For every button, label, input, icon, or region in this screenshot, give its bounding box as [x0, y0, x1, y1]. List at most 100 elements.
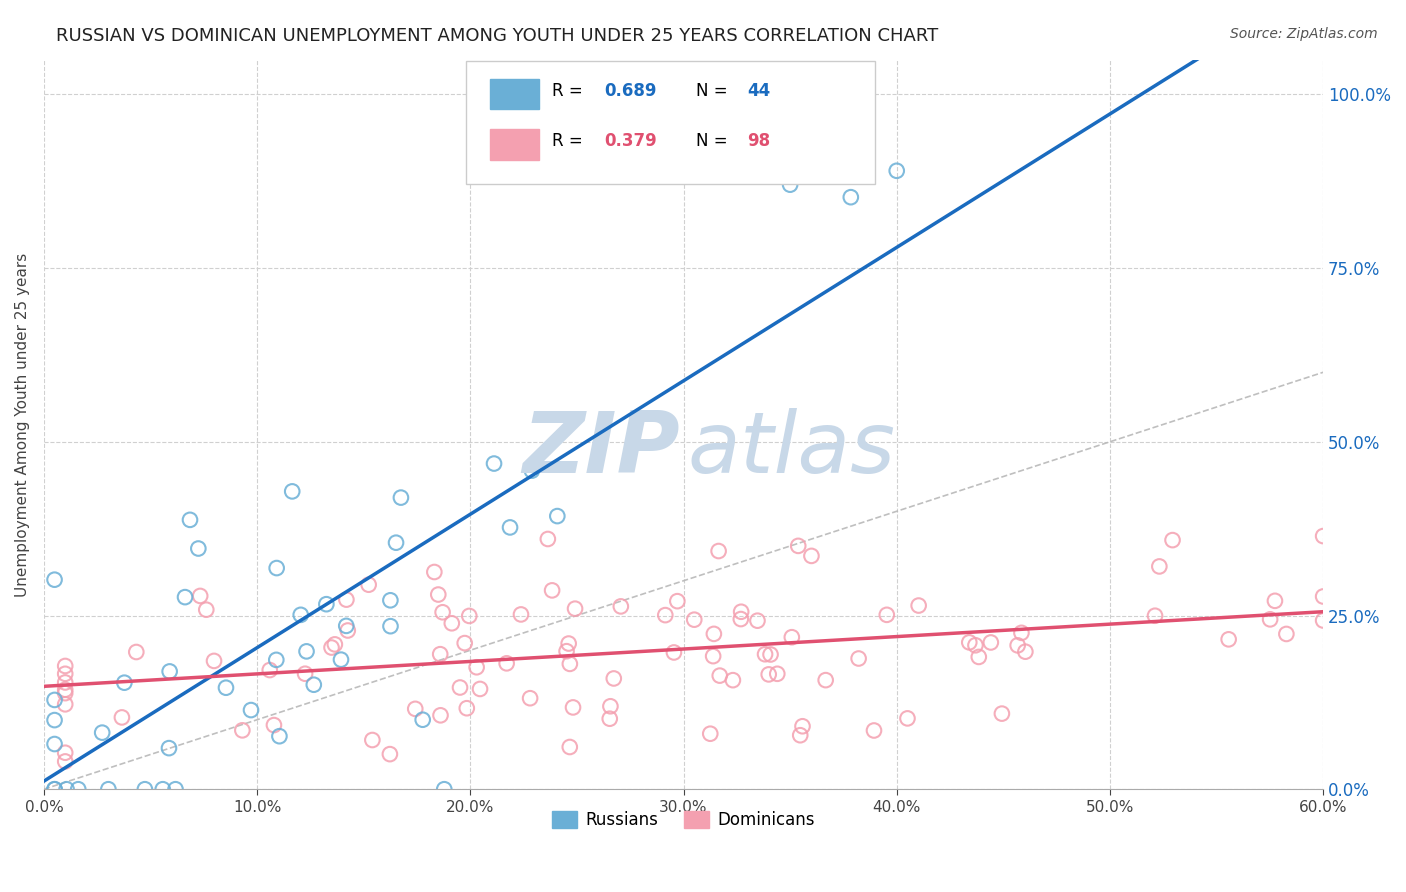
Point [519, 691, 541, 706]
Point [429, 647, 451, 661]
Point [780, 630, 803, 644]
Point [848, 651, 870, 665]
Point [188, 589, 211, 603]
Point [603, 672, 626, 686]
Point [546, 509, 568, 524]
Point [555, 644, 578, 658]
Point [747, 614, 769, 628]
Point [357, 578, 380, 592]
Point [683, 613, 706, 627]
Text: 44: 44 [748, 82, 770, 100]
Point [610, 599, 633, 614]
Point [1007, 639, 1029, 653]
Point [179, 513, 201, 527]
Point [385, 535, 408, 549]
Point [1218, 632, 1240, 647]
Point [53, 659, 76, 673]
Text: Source: ZipAtlas.com: Source: ZipAtlas.com [1230, 27, 1378, 41]
Point [789, 728, 811, 742]
Point [174, 590, 197, 604]
Point [266, 561, 288, 575]
Point [91, 725, 114, 739]
Text: R =: R = [551, 82, 588, 100]
Point [404, 702, 426, 716]
FancyBboxPatch shape [465, 61, 876, 184]
Point [321, 640, 343, 655]
Point [44, 782, 66, 797]
Point [53, 666, 76, 681]
Point [53, 698, 76, 712]
Point [53, 755, 76, 769]
Point [730, 612, 752, 626]
Point [432, 605, 454, 619]
Point [965, 638, 987, 652]
Point [423, 565, 446, 579]
Point [429, 708, 451, 723]
Text: RUSSIAN VS DOMINICAN UNEMPLOYMENT AMONG YOUTH UNDER 25 YEARS CORRELATION CHART: RUSSIAN VS DOMINICAN UNEMPLOYMENT AMONG … [56, 27, 938, 45]
Point [814, 673, 837, 687]
Point [1275, 627, 1298, 641]
Point [295, 644, 318, 658]
Point [967, 649, 990, 664]
Point [707, 544, 730, 558]
Point [97, 782, 120, 797]
Text: 98: 98 [748, 132, 770, 151]
Y-axis label: Unemployment Among Youth under 25 years: Unemployment Among Youth under 25 years [15, 252, 30, 597]
Point [361, 733, 384, 747]
Point [290, 607, 312, 622]
Point [195, 603, 218, 617]
Point [380, 593, 402, 607]
Point [766, 666, 789, 681]
Point [758, 667, 780, 681]
Point [721, 673, 744, 688]
Point [876, 607, 898, 622]
Point [187, 541, 209, 556]
Point [759, 648, 782, 662]
Point [112, 675, 135, 690]
Point [702, 649, 724, 664]
Point [389, 491, 412, 505]
Point [336, 624, 359, 638]
Point [557, 636, 579, 650]
Text: 0.689: 0.689 [605, 82, 657, 100]
Point [67, 782, 90, 797]
Point [378, 747, 401, 761]
Text: N =: N = [696, 82, 733, 100]
Point [315, 597, 337, 611]
Point [157, 741, 180, 756]
Text: atlas: atlas [688, 409, 896, 491]
Point [449, 681, 471, 695]
Point [599, 699, 621, 714]
Point [839, 190, 862, 204]
Point [266, 653, 288, 667]
Point [202, 654, 225, 668]
Legend: Russians, Dominicans: Russians, Dominicans [546, 804, 821, 836]
Point [53, 682, 76, 697]
Point [454, 636, 477, 650]
Point [863, 723, 886, 738]
Point [165, 782, 187, 797]
Point [1312, 590, 1334, 604]
Point [991, 706, 1014, 721]
Point [44, 713, 66, 727]
Point [730, 605, 752, 619]
Point [215, 681, 238, 695]
Point [886, 163, 908, 178]
Point [440, 616, 463, 631]
Point [662, 645, 685, 659]
Point [558, 657, 581, 671]
Point [510, 607, 533, 622]
Point [779, 178, 801, 192]
Point [666, 594, 689, 608]
Point [1264, 594, 1286, 608]
Point [468, 681, 491, 696]
Point [44, 693, 66, 707]
Point [269, 729, 291, 743]
Point [323, 637, 346, 651]
Point [800, 549, 823, 563]
Point [709, 668, 731, 682]
Point [754, 647, 776, 661]
Point [562, 700, 585, 714]
Point [699, 727, 721, 741]
Point [55, 782, 77, 797]
